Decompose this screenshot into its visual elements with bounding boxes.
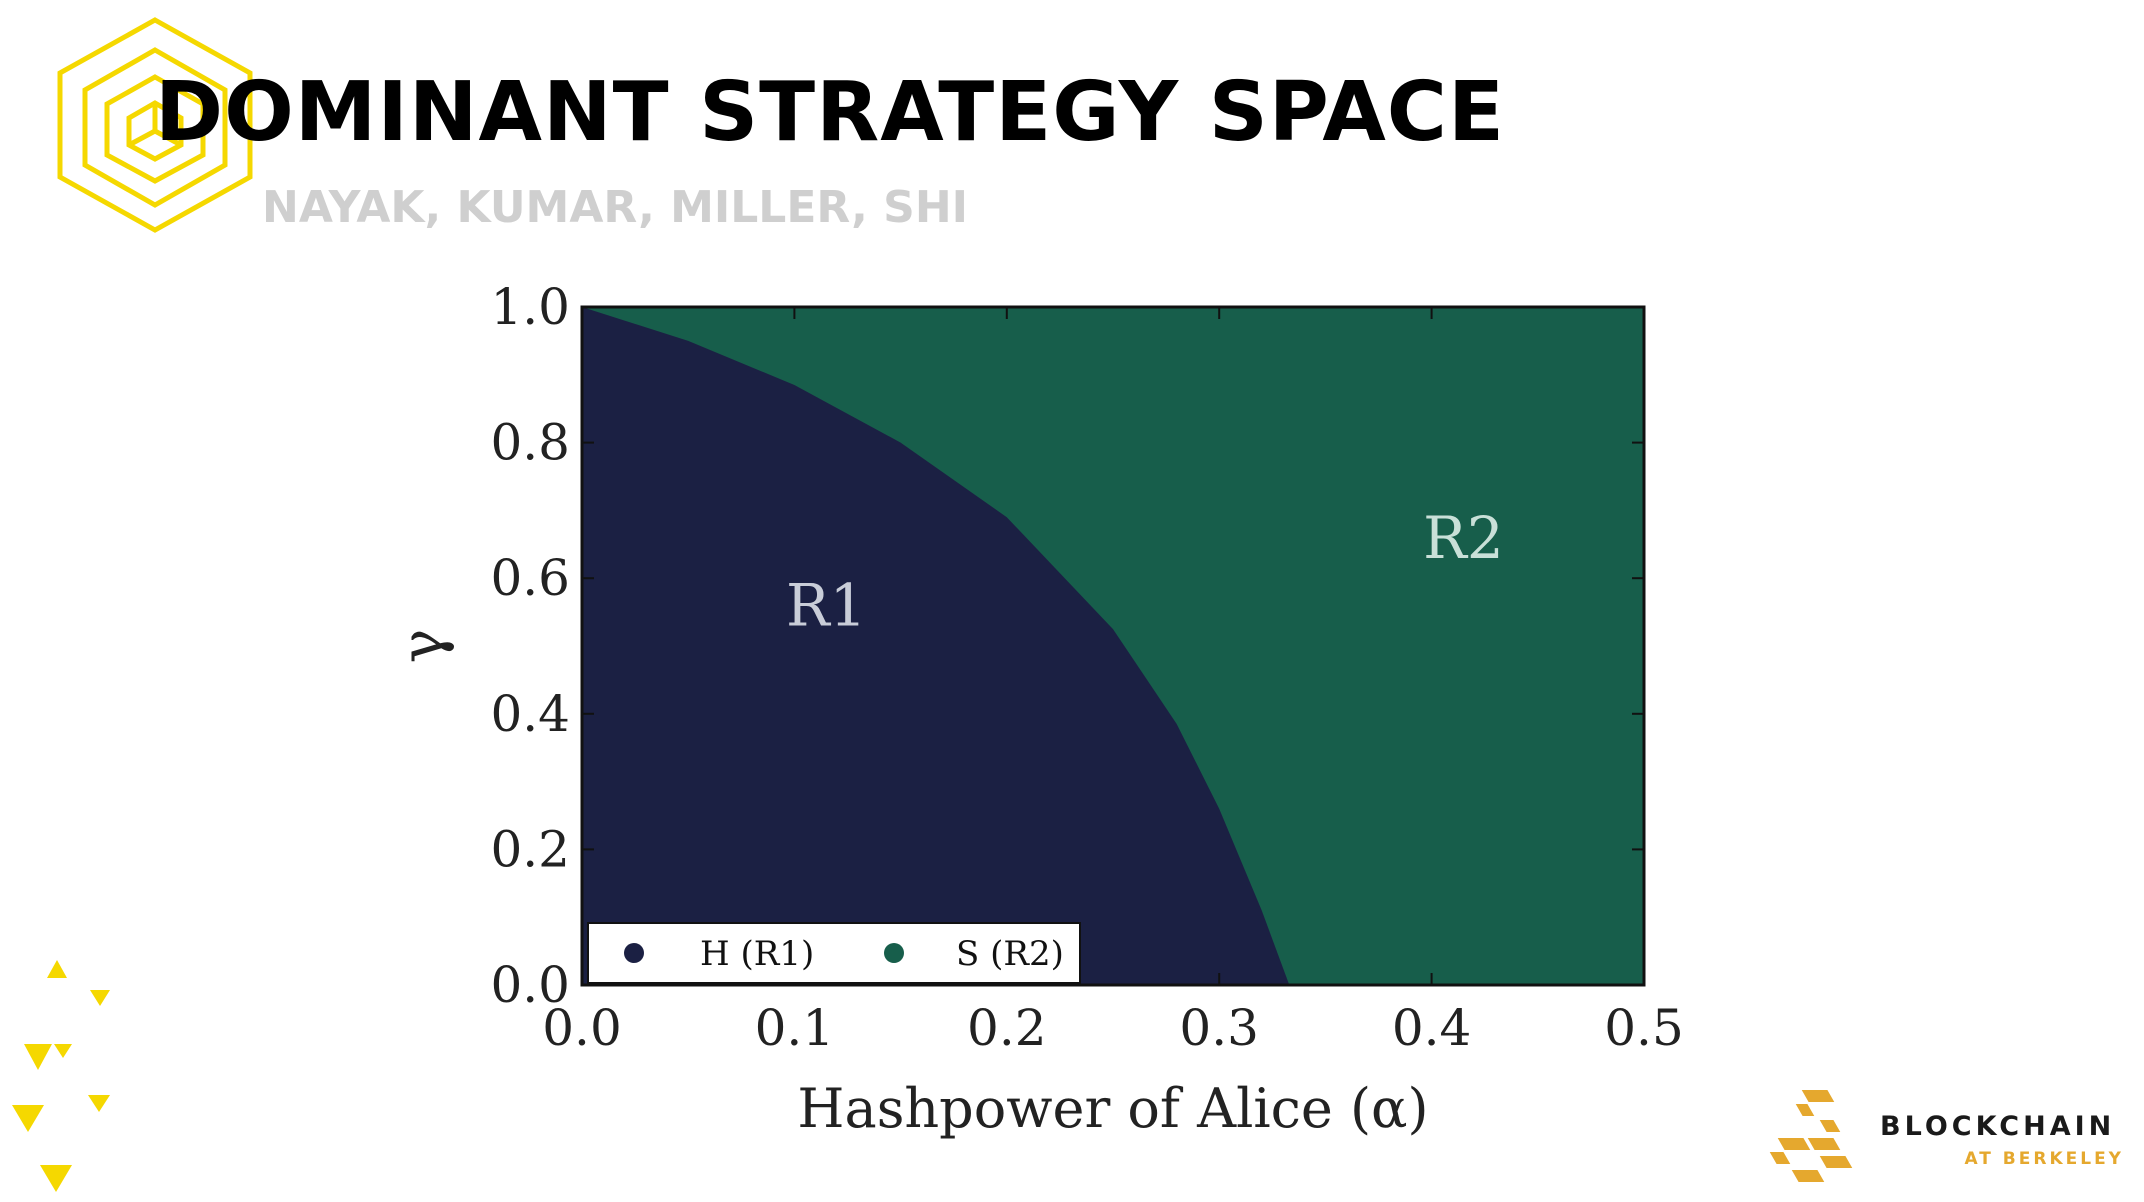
x-tick-label: 0.4 [1392,999,1472,1057]
y-tick-label: 0.2 [490,820,570,878]
plot-frame [580,305,1646,987]
brand-subtitle: AT BERKELEY [1964,1149,2124,1169]
legend-marker-r2 [884,943,904,963]
y-tick-labels: 0.0 0.2 0.4 0.6 0.8 1.0 [490,278,570,1014]
x-tick-label: 0.3 [1179,999,1259,1057]
legend-label-r1: H (R1) [700,934,814,974]
y-axis-label: γ [400,629,456,664]
slide-title: DOMINANT STRATEGY SPACE [155,65,1505,160]
y-tick-label: 0.6 [490,549,570,607]
plot-area [580,305,1646,987]
x-tick-labels: 0.0 0.1 0.2 0.3 0.4 0.5 [542,999,1684,1057]
slide-subtitle: NAYAK, KUMAR, MILLER, SHI [262,182,969,233]
x-tick-label: 0.0 [542,999,622,1057]
brand-logo: BLOCKCHAIN AT BERKELEY [1760,1085,2130,1190]
decorative-triangles-icon [12,960,110,1192]
y-tick-label: 0.4 [490,685,570,743]
brand-name: BLOCKCHAIN [1880,1111,2116,1142]
dominant-strategy-chart: R1 R2 0.0 0.1 0.2 0.3 0.4 0.5 0.0 0.2 0.… [400,278,1684,1140]
blockchain-at-berkeley-logo-icon [1766,1088,1856,1184]
hexagon-logo-icon [57,17,253,233]
y-tick-label: 0.0 [490,956,570,1014]
region-r1 [582,307,1290,985]
x-tick-label: 0.1 [755,999,835,1057]
legend-label-r2: S (R2) [956,934,1064,974]
legend-box [587,922,1081,984]
region-label-r2: R2 [1423,504,1504,572]
y-tick-label: 0.8 [490,414,570,472]
x-tick-label: 0.5 [1604,999,1684,1057]
x-tick-label: 0.2 [967,999,1047,1057]
legend-marker-r1 [624,943,644,963]
legend: H (R1) S (R2) [587,922,1081,984]
x-axis-label: Hashpower of Alice (α) [797,1077,1428,1140]
region-label-r1: R1 [786,572,867,640]
y-tick-label: 1.0 [490,278,570,336]
